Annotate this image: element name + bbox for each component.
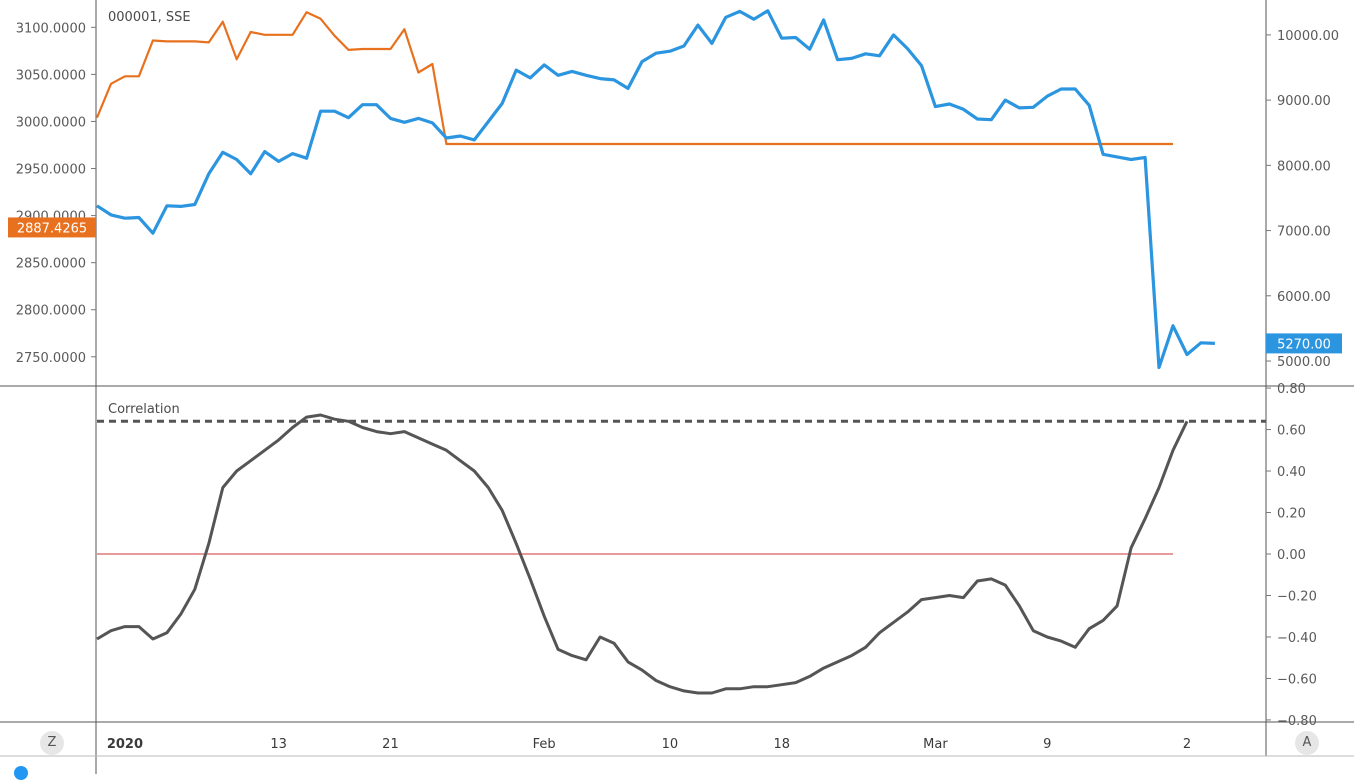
corr-tick-label: 0.60: [1277, 424, 1306, 439]
x-tick-label: 13: [270, 737, 287, 752]
right-axis: 10000.00 9000.00 8000.00 7000.00 6000.00 5000…: [1266, 29, 1339, 370]
left-tick-label: 2850.0000: [16, 257, 86, 272]
left-tick-label: 2750.0000: [16, 351, 86, 366]
x-tick-label: 2: [1183, 737, 1191, 752]
orange-series-line: [95, 11, 1173, 146]
x-tick-label: 9: [1043, 737, 1051, 752]
left-tick-label: 2950.0000: [16, 163, 86, 178]
corr-tick-label: −0.60: [1277, 672, 1317, 687]
correlation-axis: 0.80 0.60 0.40 0.20 0.00 −0.20 −0.40 −0.60 −0.80: [1266, 382, 1317, 729]
orange-price-text: 2887.4265: [17, 221, 87, 236]
right-tick-label: 9000.00: [1277, 94, 1331, 109]
x-tick-label: 21: [382, 737, 399, 752]
correlation-title: Correlation: [108, 402, 180, 417]
symbol-label: 000001, SSE: [108, 10, 191, 25]
corr-tick-label: −0.40: [1277, 631, 1317, 646]
left-axis: 3100.00003050.00003000.00002950.00002900…: [16, 21, 96, 366]
blue-price-tag: [1266, 333, 1342, 354]
left-tick-label: 3000.0000: [16, 115, 86, 130]
orange-price-tag: [8, 217, 96, 238]
correlation-line: [96, 413, 1189, 695]
series-lines: [95, 9, 1215, 695]
corr-tick-label: −0.80: [1277, 714, 1317, 729]
blue-price-text: 5270.00: [1277, 337, 1331, 352]
right-tick-label: 7000.00: [1277, 225, 1331, 240]
left-tick-label: 2800.0000: [16, 304, 86, 319]
x-tick-label: Mar: [923, 737, 948, 752]
right-tick-label: 8000.00: [1277, 159, 1331, 174]
corr-tick-label: 0.00: [1277, 548, 1306, 563]
auto-scale-button[interactable]: A: [1295, 731, 1319, 755]
right-tick-label: 10000.00: [1277, 29, 1339, 44]
x-tick-label: 2020: [107, 737, 143, 752]
corr-tick-label: −0.20: [1277, 589, 1317, 604]
x-tick-label: 18: [773, 737, 790, 752]
right-tick-label: 6000.00: [1277, 290, 1331, 305]
x-tick-label: 10: [662, 737, 679, 752]
corr-tick-label: 0.20: [1277, 507, 1306, 522]
left-tick-label: 3050.0000: [16, 68, 86, 83]
time-axis: 2020 13 21 Feb 10 18 Mar 9 2: [107, 737, 1191, 752]
left-tick-label: 3100.0000: [16, 21, 86, 36]
reference-lines: [97, 419, 1266, 555]
price-labels: 2887.4265 5270.00: [8, 217, 1342, 354]
corr-tick-label: 0.80: [1277, 382, 1306, 397]
x-tick-label: Feb: [533, 737, 556, 752]
zoom-button[interactable]: Z: [40, 731, 64, 755]
blue-series-line: [96, 9, 1215, 370]
right-tick-label: 5000.00: [1277, 355, 1331, 370]
status-dot-icon: [14, 766, 28, 780]
corr-tick-label: 0.40: [1277, 465, 1306, 480]
